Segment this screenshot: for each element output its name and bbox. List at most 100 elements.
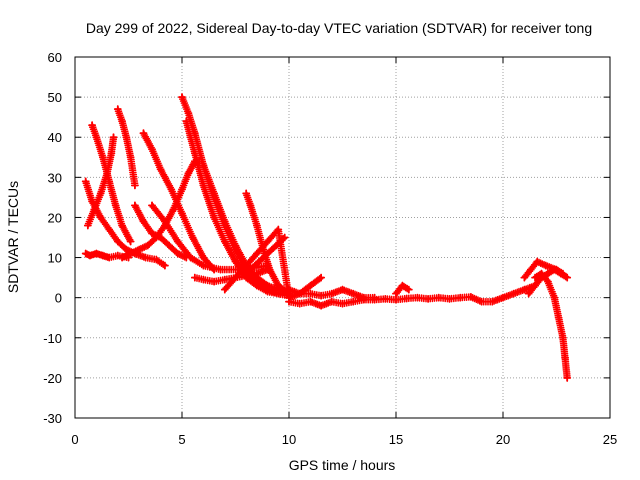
x-axis-label: GPS time / hours <box>289 457 396 473</box>
chart-title: Day 299 of 2022, Sidereal Day-to-day VTE… <box>86 20 592 36</box>
data-point <box>317 301 325 310</box>
data-point <box>381 294 390 303</box>
data-point <box>96 213 105 222</box>
data-point <box>263 281 272 290</box>
y-tick-label: 40 <box>48 130 62 145</box>
data-point <box>199 161 208 170</box>
data-point <box>105 225 114 234</box>
series-track-v <box>531 269 572 382</box>
data-point <box>210 213 218 222</box>
data-point <box>173 249 182 258</box>
data-point <box>152 255 161 264</box>
data-point <box>156 165 165 174</box>
series-track-q <box>285 281 539 310</box>
series-track-h <box>139 129 218 274</box>
data-point <box>285 297 293 306</box>
data-point <box>272 241 281 250</box>
data-point <box>477 297 486 306</box>
data-point <box>274 225 283 234</box>
data-point <box>263 249 272 258</box>
data-point <box>92 249 101 258</box>
data-point <box>467 292 475 301</box>
series-track-p <box>246 233 289 274</box>
data-point <box>424 294 432 303</box>
data-point <box>524 289 533 298</box>
data-point <box>113 251 122 260</box>
data-point <box>184 169 193 178</box>
data-point <box>317 291 325 300</box>
data-point <box>295 289 304 298</box>
data-point <box>160 261 169 270</box>
data-point <box>92 133 101 142</box>
data-point <box>105 253 114 262</box>
x-tick-label: 10 <box>282 432 296 447</box>
data-point <box>554 313 563 322</box>
data-point <box>178 93 186 102</box>
x-tick-label: 5 <box>178 432 185 447</box>
data-point <box>220 237 229 246</box>
data-point <box>285 285 293 294</box>
data-point <box>259 245 268 254</box>
data-point <box>81 249 90 258</box>
data-point <box>550 293 559 302</box>
data-point <box>199 181 208 190</box>
data-point <box>178 185 186 194</box>
data-point <box>148 201 156 210</box>
data-point <box>370 293 379 302</box>
data-point <box>122 133 131 142</box>
data-point <box>306 289 315 298</box>
series-track-r <box>285 285 379 302</box>
data-point <box>210 277 218 286</box>
data-point <box>148 145 156 154</box>
data-point <box>488 297 497 306</box>
data-point <box>544 269 552 278</box>
series-track-e <box>113 105 139 190</box>
data-point <box>135 245 144 254</box>
y-tick-label: 20 <box>48 210 62 225</box>
data-series <box>81 93 572 382</box>
data-point <box>165 241 174 250</box>
y-tick-label: 0 <box>55 291 62 306</box>
series-track-g <box>131 201 191 262</box>
data-point <box>499 293 507 302</box>
data-point <box>327 297 336 306</box>
data-point <box>242 189 251 198</box>
data-point <box>118 253 126 262</box>
y-tick-label: -20 <box>43 371 62 386</box>
data-point <box>295 299 304 308</box>
series-track-s <box>392 281 413 298</box>
data-point <box>242 271 251 280</box>
data-point <box>231 257 240 266</box>
data-point <box>131 181 139 190</box>
data-point <box>86 251 94 260</box>
data-point <box>349 297 358 306</box>
data-point <box>143 241 152 250</box>
data-point <box>190 149 199 158</box>
plot-frame <box>74 56 611 419</box>
data-point <box>81 177 90 186</box>
data-point <box>141 253 150 262</box>
data-point <box>167 185 176 194</box>
data-point <box>456 293 465 302</box>
data-point <box>186 253 195 262</box>
y-tick-label: -30 <box>43 411 62 426</box>
data-point <box>533 257 542 266</box>
data-point <box>98 251 107 260</box>
y-axis-label: SDTVAR / TECUs <box>5 181 21 293</box>
data-point <box>274 281 283 290</box>
data-point <box>126 237 135 246</box>
data-point <box>90 205 99 214</box>
data-point <box>520 273 529 282</box>
data-point <box>563 373 572 382</box>
data-point <box>327 289 336 298</box>
data-point <box>398 281 407 290</box>
data-point <box>280 233 289 242</box>
series-track-d <box>88 121 135 246</box>
data-point <box>118 117 126 126</box>
data-point <box>231 273 240 282</box>
data-point <box>111 201 120 210</box>
data-point <box>188 233 197 242</box>
data-point <box>216 265 225 274</box>
data-point <box>338 299 347 308</box>
